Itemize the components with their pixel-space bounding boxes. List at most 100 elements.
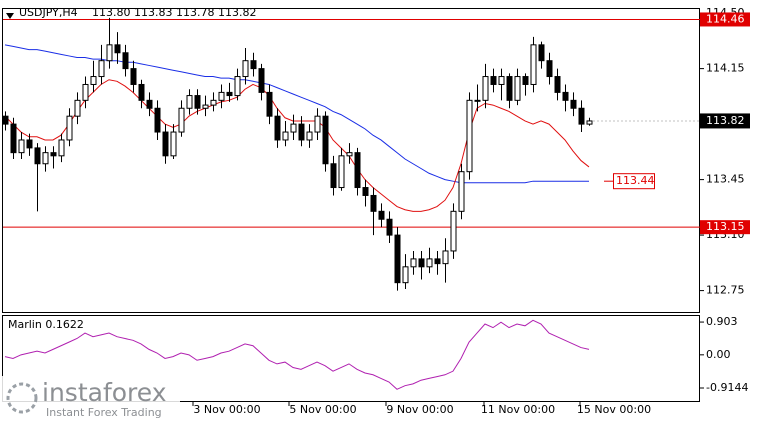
candle-body: [498, 76, 505, 85]
candle-body: [418, 258, 425, 268]
x-tick-label: 5 Nov 00:00: [289, 403, 356, 416]
candle-body: [450, 210, 457, 252]
candle-body: [162, 131, 169, 157]
logo-bg: [0, 376, 180, 422]
candle-body: [26, 139, 33, 149]
quote: 113.80 113.83 113.78 113.82: [92, 6, 256, 19]
candle-body: [370, 194, 377, 212]
oscillator-title: Marlin 0.1622: [8, 318, 84, 331]
candle-body: [58, 139, 65, 157]
candle-body: [458, 171, 465, 212]
x-tick-label: 3 Nov 00:00: [193, 403, 260, 416]
candle-body: [386, 218, 393, 236]
y-tick-label: 113.45: [706, 173, 745, 186]
candle-body: [482, 76, 489, 101]
candle-body: [98, 60, 105, 78]
main-frame: [2, 8, 700, 313]
menu-arrow: [6, 13, 14, 19]
logo-icon: [6, 382, 38, 414]
candle-body: [170, 131, 177, 157]
candle-body: [570, 99, 577, 109]
candle-body: [362, 187, 369, 196]
candle-body: [2, 115, 9, 125]
level-label: 114.46: [706, 12, 745, 25]
moving-average: [4, 44, 589, 184]
candle-body: [586, 120, 593, 125]
candle-body: [354, 152, 361, 189]
candle-body: [74, 99, 81, 117]
candle-body: [154, 107, 161, 133]
candle-body: [514, 76, 521, 101]
candle-body: [82, 83, 89, 101]
candle-body: [122, 52, 129, 70]
candle-body: [106, 44, 113, 62]
candle-body: [378, 210, 385, 220]
candle-body: [234, 76, 241, 97]
candle-body: [282, 131, 289, 141]
candle-body: [466, 99, 473, 173]
candle-body: [394, 234, 401, 284]
logo-tagline: Instant Forex Trading: [46, 406, 162, 419]
last-price-label: 113.82: [706, 114, 745, 127]
candle-body: [442, 250, 449, 265]
y-tick-label: 112.75: [706, 284, 745, 297]
candle-body: [426, 258, 433, 268]
candle-body: [538, 44, 545, 62]
candle-body: [578, 107, 585, 125]
last-price-box: [700, 113, 750, 129]
candle-body: [138, 83, 145, 101]
candle-body: [130, 68, 137, 85]
candle-body: [66, 115, 73, 141]
moving-average: [4, 79, 590, 212]
candle-body: [18, 139, 25, 154]
y-tick-label: 114.15: [706, 62, 745, 75]
candle-body: [218, 91, 225, 101]
logo: instaforex Instant Forex Trading: [0, 376, 180, 422]
candle-body: [250, 60, 257, 70]
candle-body: [210, 99, 217, 106]
candle-body: [410, 258, 417, 268]
candle-body: [90, 76, 97, 85]
candle-body: [298, 123, 305, 141]
candle-body: [50, 152, 57, 157]
x-tick-label: 9 Nov 00:00: [386, 403, 453, 416]
candle-body: [338, 155, 345, 189]
candle-body: [562, 91, 569, 101]
candle-body: [10, 123, 17, 154]
candle-body: [306, 131, 313, 141]
candle-body: [266, 91, 273, 117]
candle-body: [314, 115, 321, 133]
y-tick-label: -0.9144: [706, 381, 748, 394]
level-label-box: [700, 12, 750, 27]
candle-body: [226, 91, 233, 97]
level-label-box: [700, 220, 750, 235]
candle-body: [490, 76, 497, 85]
oscillator-line: [4, 319, 590, 390]
candle-body: [146, 99, 153, 109]
candle-body: [186, 95, 193, 109]
candle-body: [274, 115, 281, 141]
candle-body: [402, 266, 409, 284]
oscillator-frame: [2, 315, 700, 402]
ma-label: 113.44: [616, 174, 655, 187]
y-tick-label: 0.00: [706, 348, 731, 361]
x-tick-label: 11 Nov 00:00: [481, 403, 555, 416]
candle-body: [474, 99, 481, 102]
candle-body: [506, 76, 513, 101]
candle-body: [178, 107, 185, 133]
candle-body: [290, 123, 297, 133]
symbol-title: USDJPY,H4: [19, 6, 78, 19]
candle-body: [42, 152, 49, 165]
candle-body: [434, 258, 441, 265]
candle-body: [554, 76, 561, 93]
x-tick-label: 15 Nov 00:00: [577, 403, 651, 416]
y-tick-label: 0.903: [706, 315, 738, 328]
candle-body: [330, 163, 337, 189]
candle-body: [114, 44, 121, 54]
candle-body: [346, 152, 353, 157]
candle-body: [530, 44, 537, 85]
candle-body: [546, 60, 553, 78]
candle-body: [34, 147, 41, 165]
candle-body: [202, 104, 209, 109]
